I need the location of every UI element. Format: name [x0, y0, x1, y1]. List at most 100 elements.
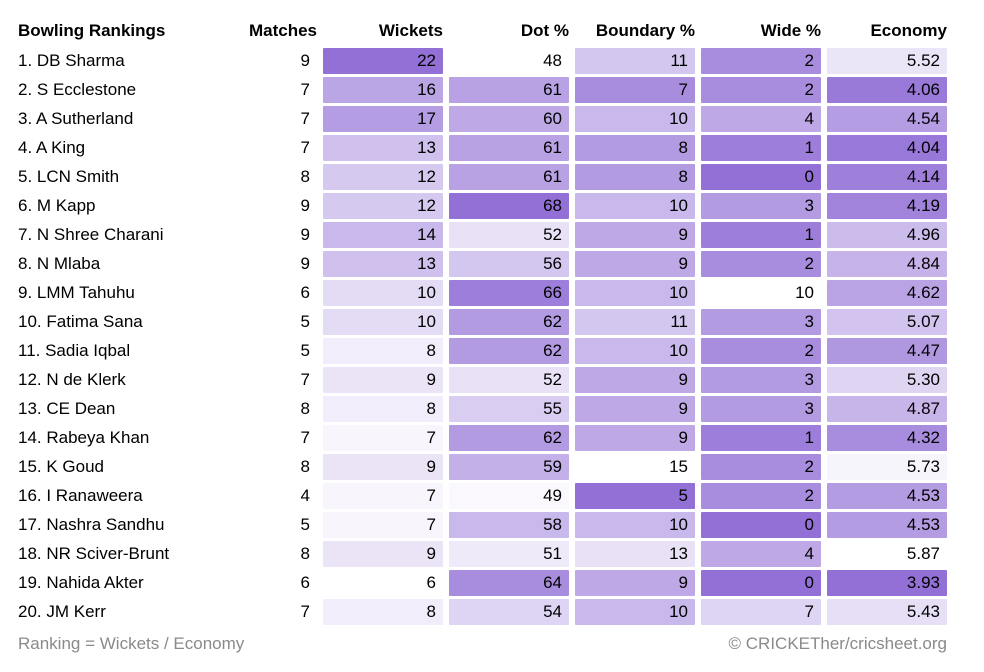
- cell-wickets: 10: [323, 309, 443, 335]
- cell-matches: 9: [300, 196, 310, 215]
- cell-wide_pct: 2: [701, 48, 821, 74]
- cell-dot_pct: 62: [449, 425, 569, 451]
- cell-dot_pct: 60: [449, 106, 569, 132]
- cell-wide_pct: 1: [701, 135, 821, 161]
- cell-economy: 5.43: [827, 599, 947, 625]
- cell-wickets: 22: [323, 48, 443, 74]
- table-row: 8. N Mlaba 9 13 56 9 2 4.84: [18, 251, 984, 277]
- cell-boundary_pct: 5: [575, 483, 695, 509]
- cell-boundary_pct: 10: [575, 512, 695, 538]
- cell-matches: 7: [300, 602, 310, 621]
- cell-economy: 5.73: [827, 454, 947, 480]
- cell-matches: 6: [300, 573, 310, 592]
- cell-matches: 8: [300, 399, 310, 418]
- cell-wide_pct: 2: [701, 77, 821, 103]
- cell-dot_pct: 66: [449, 280, 569, 306]
- cell-economy: 4.53: [827, 512, 947, 538]
- cell-player: 17. Nashra Sandhu: [18, 515, 165, 534]
- cell-boundary_pct: 11: [575, 309, 695, 335]
- cell-boundary_pct: 9: [575, 251, 695, 277]
- cell-wide_pct: 4: [701, 541, 821, 567]
- cell-player: 12. N de Klerk: [18, 370, 126, 389]
- cell-wide_pct: 7: [701, 599, 821, 625]
- cell-economy: 4.53: [827, 483, 947, 509]
- cell-dot_pct: 64: [449, 570, 569, 596]
- cell-dot_pct: 52: [449, 222, 569, 248]
- cell-economy: 4.62: [827, 280, 947, 306]
- cell-player: 7. N Shree Charani: [18, 225, 164, 244]
- column-header-boundary-pct: Boundary %: [595, 21, 695, 40]
- table-row: 16. I Ranaweera 4 7 49 5 2 4.53: [18, 483, 984, 509]
- cell-matches: 5: [300, 312, 310, 331]
- cell-player: 2. S Ecclestone: [18, 80, 137, 99]
- cell-boundary_pct: 8: [575, 164, 695, 190]
- cell-economy: 4.04: [827, 135, 947, 161]
- cell-matches: 5: [300, 341, 310, 360]
- cell-wickets: 8: [323, 396, 443, 422]
- table-row: 12. N de Klerk 7 9 52 9 3 5.30: [18, 367, 984, 393]
- cell-dot_pct: 62: [449, 338, 569, 364]
- cell-economy: 4.84: [827, 251, 947, 277]
- table-footer: Ranking = Wickets / Economy © CRICKETher…: [18, 634, 947, 654]
- cell-matches: 7: [300, 428, 310, 447]
- cell-wide_pct: 1: [701, 425, 821, 451]
- cell-matches: 9: [300, 254, 310, 273]
- cell-boundary_pct: 9: [575, 367, 695, 393]
- table-body: 1. DB Sharma 9 22 48 11 2 5.52 2. S Ecclestone 7…: [18, 48, 984, 625]
- table-row: 10. Fatima Sana 5 10 62 11 3 5.07: [18, 309, 984, 335]
- cell-wickets: 8: [323, 338, 443, 364]
- cell-matches: 7: [300, 80, 310, 99]
- cell-player: 1. DB Sharma: [18, 51, 125, 70]
- table-row: 2. S Ecclestone 7 16 61 7 2 4.06: [18, 77, 984, 103]
- cell-wickets: 9: [323, 541, 443, 567]
- cell-dot_pct: 55: [449, 396, 569, 422]
- cell-matches: 9: [300, 51, 310, 70]
- table-row: 13. CE Dean 8 8 55 9 3 4.87: [18, 396, 984, 422]
- cell-matches: 8: [300, 544, 310, 563]
- table-row: 14. Rabeya Khan 7 7 62 9 1 4.32: [18, 425, 984, 451]
- cell-wide_pct: 2: [701, 483, 821, 509]
- cell-player: 20. JM Kerr: [18, 602, 106, 621]
- cell-player: 8. N Mlaba: [18, 254, 101, 273]
- column-header-bowling-rankings: Bowling Rankings: [18, 21, 166, 40]
- cell-wide_pct: 4: [701, 106, 821, 132]
- table-row: 18. NR Sciver-Brunt 8 9 51 13 4 5.87: [18, 541, 984, 567]
- column-header-wickets: Wickets: [378, 21, 443, 40]
- cell-player: 15. K Goud: [18, 457, 105, 476]
- cell-boundary_pct: 10: [575, 106, 695, 132]
- cell-matches: 8: [300, 167, 310, 186]
- cell-dot_pct: 61: [449, 77, 569, 103]
- cell-dot_pct: 48: [449, 48, 569, 74]
- table-row: 19. Nahida Akter 6 6 64 9 0 3.93: [18, 570, 984, 596]
- cell-player: 16. I Ranaweera: [18, 486, 143, 505]
- cell-player: 11. Sadia Iqbal: [18, 341, 131, 360]
- cell-economy: 5.07: [827, 309, 947, 335]
- cell-dot_pct: 49: [449, 483, 569, 509]
- cell-wickets: 7: [323, 425, 443, 451]
- cell-wide_pct: 3: [701, 396, 821, 422]
- cell-matches: 5: [300, 515, 310, 534]
- cell-economy: 4.14: [827, 164, 947, 190]
- cell-economy: 5.87: [827, 541, 947, 567]
- cell-wickets: 13: [323, 135, 443, 161]
- cell-dot_pct: 54: [449, 599, 569, 625]
- cell-wide_pct: 0: [701, 164, 821, 190]
- cell-economy: 4.54: [827, 106, 947, 132]
- cell-dot_pct: 61: [449, 164, 569, 190]
- cell-player: 4. A King: [18, 138, 86, 157]
- cell-player: 3. A Sutherland: [18, 109, 134, 128]
- cell-boundary_pct: 11: [575, 48, 695, 74]
- cell-economy: 4.96: [827, 222, 947, 248]
- cell-player: 13. CE Dean: [18, 399, 116, 418]
- cell-dot_pct: 58: [449, 512, 569, 538]
- cell-wickets: 12: [323, 193, 443, 219]
- cell-wide_pct: 3: [701, 309, 821, 335]
- table-row: 11. Sadia Iqbal 5 8 62 10 2 4.47: [18, 338, 984, 364]
- table-row: 5. LCN Smith 8 12 61 8 0 4.14: [18, 164, 984, 190]
- cell-boundary_pct: 15: [575, 454, 695, 480]
- cell-wide_pct: 10: [701, 280, 821, 306]
- cell-boundary_pct: 9: [575, 222, 695, 248]
- cell-wide_pct: 0: [701, 512, 821, 538]
- cell-dot_pct: 51: [449, 541, 569, 567]
